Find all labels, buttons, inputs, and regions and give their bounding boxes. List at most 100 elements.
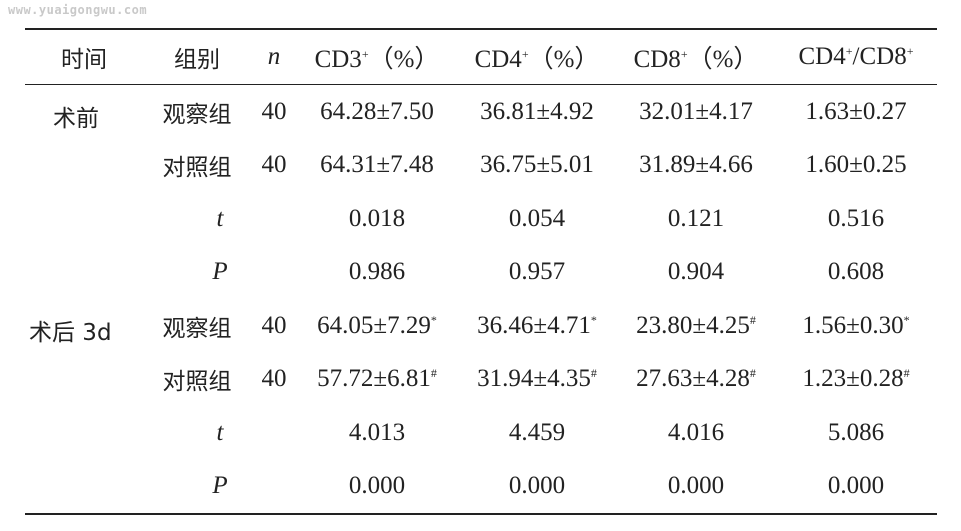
cd8-mark: #: [749, 366, 756, 381]
t-ratio: 5.086: [827, 418, 885, 446]
cd4-value: 36.81±4.92: [480, 97, 594, 125]
group-label: 对照组: [162, 155, 232, 182]
section-time-cell: 术前: [25, 85, 143, 300]
header-row: 时间 组别 n CD3+（%） CD4+（%） CD8+（%） CD4+/CD8…: [25, 29, 937, 85]
p-cd3: 0.986: [348, 258, 406, 286]
p-cd4: 0.000: [508, 472, 566, 500]
p-label-cell: P: [143, 460, 297, 515]
cd8-value: 31.89±4.66: [639, 151, 753, 179]
ratio-cell: 1.56±0.30*: [775, 299, 937, 353]
header-cd8: CD8+（%）: [617, 29, 775, 85]
cd4-cell: 31.94±4.35#: [457, 353, 617, 407]
cd8-value: 32.01±4.17: [639, 97, 753, 125]
group-cell: 对照组: [143, 353, 251, 407]
t-label-cell: t: [143, 192, 297, 246]
table-row: 术后 3d 观察组 40 64.05±7.29* 36.46±4.71* 23.…: [25, 299, 937, 353]
ratio-cell: 1.60±0.25: [775, 139, 937, 193]
n-cell: 40: [261, 365, 287, 393]
p-label: P: [212, 472, 228, 500]
group-label: 观察组: [162, 101, 232, 128]
cd4-value: 36.75±5.01: [480, 151, 594, 179]
p-row: P 0.986 0.957 0.904 0.608: [25, 246, 937, 300]
section-time-label: 术后 3d: [29, 320, 112, 346]
header-cd8-unit: （%）: [687, 46, 759, 73]
cd8-mark: #: [749, 312, 756, 327]
ratio-mark: *: [903, 312, 910, 327]
t-row: t 0.018 0.054 0.121 0.516: [25, 192, 937, 246]
cd4-value: 36.46±4.71: [477, 311, 591, 339]
t-row: t 4.013 4.459 4.016 5.086: [25, 406, 937, 460]
cd3-cell: 64.28±7.50: [297, 85, 457, 139]
table-body: 术前 观察组 40 64.28±7.50 36.81±4.92 32.01±4.…: [25, 85, 937, 515]
header-ratio: CD4+/CD8+: [775, 29, 937, 85]
watermark-text: www.yuaigongwu.com: [8, 3, 148, 17]
cd4-mark: #: [590, 366, 597, 381]
group-cell: 对照组: [143, 139, 251, 193]
header-cd3-sup: +: [361, 47, 369, 61]
p-cd4: 0.957: [508, 258, 566, 286]
ratio-cell: 1.63±0.27: [775, 85, 937, 139]
n-cell: 40: [261, 311, 287, 339]
cd3-cell: 64.31±7.48: [297, 139, 457, 193]
t-ratio: 0.516: [827, 204, 885, 232]
group-label: 对照组: [162, 369, 232, 396]
cd3-value: 64.28±7.50: [320, 97, 434, 125]
results-table: 时间 组别 n CD3+（%） CD4+（%） CD8+（%） CD4+/CD8…: [25, 28, 937, 515]
cd8-value: 27.63±4.28: [636, 365, 750, 393]
cd8-cell: 23.80±4.25#: [617, 299, 775, 353]
ratio-value: 1.23±0.28: [802, 365, 904, 393]
header-cd4-unit: （%）: [528, 46, 600, 73]
t-label-cell: t: [143, 406, 297, 460]
cd8-cell: 27.63±4.28#: [617, 353, 775, 407]
header-time-label: 时间: [61, 47, 107, 73]
p-label: P: [212, 258, 228, 286]
cd8-cell: 32.01±4.17: [617, 85, 775, 139]
header-ratio-a-sup: +: [845, 44, 853, 58]
p-ratio: 0.000: [827, 472, 885, 500]
header-time: 时间: [25, 29, 143, 85]
header-group-label: 组别: [174, 47, 220, 73]
header-cd4: CD4+（%）: [457, 29, 617, 85]
table-container: 时间 组别 n CD3+（%） CD4+（%） CD8+（%） CD4+/CD8…: [25, 28, 937, 515]
p-cd8: 0.904: [667, 258, 725, 286]
header-cd4-base: CD4: [474, 46, 522, 73]
table-row: 对照组 40 64.31±7.48 36.75±5.01 31.89±4.66 …: [25, 139, 937, 193]
p-cd3: 0.000: [348, 472, 406, 500]
header-cd3-unit: （%）: [368, 46, 440, 73]
t-label: t: [216, 204, 224, 232]
header-cd4-sup: +: [521, 47, 529, 61]
table-row: 术前 观察组 40 64.28±7.50 36.81±4.92 32.01±4.…: [25, 85, 937, 139]
n-cell: 40: [261, 97, 287, 125]
ratio-mark: #: [903, 366, 910, 381]
group-cell: 观察组: [143, 85, 251, 139]
header-ratio-b-sup: +: [906, 44, 914, 58]
cd3-cell: 64.05±7.29*: [297, 299, 457, 353]
table-row: 对照组 40 57.72±6.81# 31.94±4.35# 27.63±4.2…: [25, 353, 937, 407]
t-cd3: 4.013: [348, 418, 406, 446]
cd3-value: 64.31±7.48: [320, 151, 434, 179]
n-cell: 40: [261, 151, 287, 179]
cd3-cell: 57.72±6.81#: [297, 353, 457, 407]
t-cd3: 0.018: [348, 204, 406, 232]
cd4-cell: 36.75±5.01: [457, 139, 617, 193]
p-row: P 0.000 0.000 0.000 0.000: [25, 460, 937, 515]
header-group: 组别: [143, 29, 251, 85]
p-ratio: 0.608: [827, 258, 885, 286]
cd3-mark: #: [430, 366, 437, 381]
t-cd8: 0.121: [667, 204, 725, 232]
t-label: t: [216, 418, 224, 446]
cd4-cell: 36.81±4.92: [457, 85, 617, 139]
header-n: n: [251, 29, 297, 85]
cd4-mark: *: [590, 312, 597, 327]
table-header: 时间 组别 n CD3+（%） CD4+（%） CD8+（%） CD4+/CD8…: [25, 29, 937, 85]
section-time-cell: 术后 3d: [25, 299, 143, 514]
header-ratio-a: CD4: [798, 43, 846, 70]
p-cd8: 0.000: [667, 472, 725, 500]
header-cd8-sup: +: [680, 47, 688, 61]
section-time-label: 术前: [53, 106, 99, 132]
header-cd8-base: CD8: [633, 46, 681, 73]
cd4-cell: 36.46±4.71*: [457, 299, 617, 353]
cd3-value: 64.05±7.29: [317, 311, 431, 339]
ratio-value: 1.60±0.25: [805, 151, 907, 179]
ratio-value: 1.56±0.30: [802, 311, 904, 339]
